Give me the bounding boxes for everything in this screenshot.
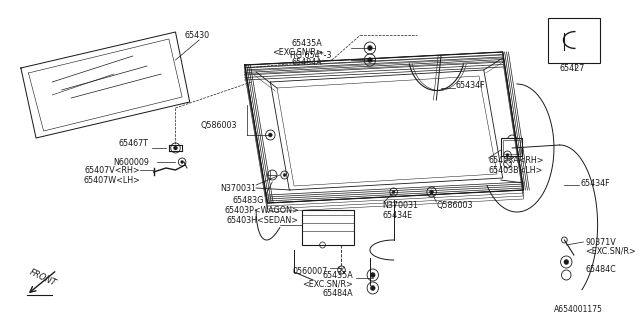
Circle shape xyxy=(506,154,509,156)
Text: 65484A: 65484A xyxy=(292,58,323,67)
Circle shape xyxy=(268,133,272,137)
Circle shape xyxy=(371,273,375,277)
Circle shape xyxy=(367,58,372,62)
Text: Q586003: Q586003 xyxy=(200,121,237,130)
Text: <EXC.SN/R>: <EXC.SN/R> xyxy=(272,47,323,57)
Circle shape xyxy=(283,173,286,177)
Text: 65403P<WAGON>: 65403P<WAGON> xyxy=(224,205,299,214)
Circle shape xyxy=(564,260,569,265)
Text: <EXC.SN/R>: <EXC.SN/R> xyxy=(585,246,636,255)
Text: 65403B<LH>: 65403B<LH> xyxy=(488,165,543,174)
Text: N600009: N600009 xyxy=(113,157,149,166)
Circle shape xyxy=(180,161,184,164)
Circle shape xyxy=(392,190,395,194)
Text: 65427: 65427 xyxy=(559,63,585,73)
Text: <EXC.SN/R>: <EXC.SN/R> xyxy=(302,279,353,289)
Text: 65484A: 65484A xyxy=(322,289,353,298)
Text: 65403H<SEDAN>: 65403H<SEDAN> xyxy=(227,215,299,225)
Text: 65434F: 65434F xyxy=(455,81,485,90)
Bar xyxy=(301,210,354,245)
Bar xyxy=(503,140,520,154)
Text: FIG.654*-3: FIG.654*-3 xyxy=(289,51,332,60)
Text: N370031: N370031 xyxy=(382,201,419,210)
Text: 65430: 65430 xyxy=(185,30,210,39)
Text: 65467T: 65467T xyxy=(119,139,149,148)
Text: 65403A<RH>: 65403A<RH> xyxy=(488,156,544,164)
Text: 90371V: 90371V xyxy=(585,237,616,246)
Bar xyxy=(548,18,600,63)
Text: Q586003: Q586003 xyxy=(436,201,473,210)
Text: A654001175: A654001175 xyxy=(554,305,602,314)
Text: 65407W<LH>: 65407W<LH> xyxy=(83,175,140,185)
Text: 65483G: 65483G xyxy=(232,196,264,204)
Text: N370031: N370031 xyxy=(220,183,256,193)
Text: 65435A: 65435A xyxy=(322,270,353,279)
Circle shape xyxy=(510,138,514,142)
Circle shape xyxy=(173,146,177,150)
Circle shape xyxy=(429,190,433,194)
Text: 65434F: 65434F xyxy=(580,179,610,188)
Circle shape xyxy=(367,45,372,51)
Text: 65434E: 65434E xyxy=(382,211,412,220)
Text: 65407V<RH>: 65407V<RH> xyxy=(84,165,140,174)
Text: 0560007: 0560007 xyxy=(292,268,327,276)
Bar xyxy=(501,138,522,156)
Circle shape xyxy=(371,285,375,291)
Text: 65484C: 65484C xyxy=(585,266,616,275)
Text: 65435A: 65435A xyxy=(292,38,323,47)
Text: FRONT: FRONT xyxy=(28,268,58,288)
